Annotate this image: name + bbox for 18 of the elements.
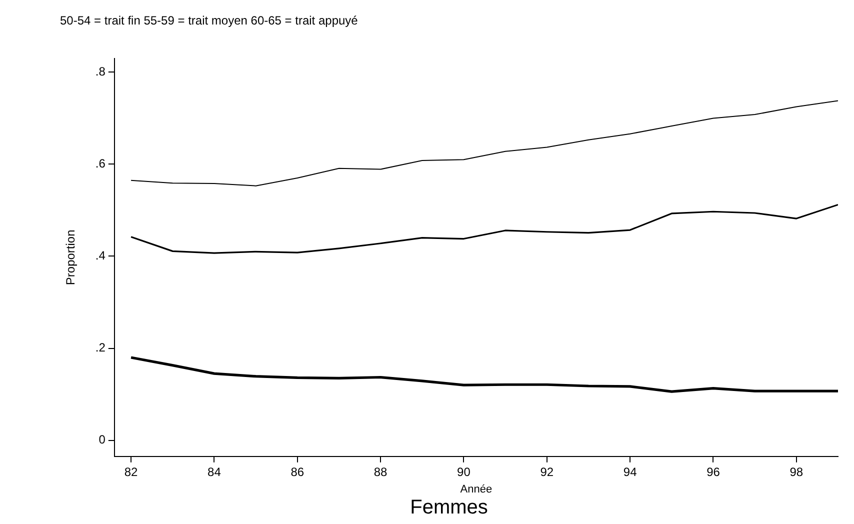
chart-subtitle: 50-54 = trait fin 55-59 = trait moyen 60-65 = trait appuyé bbox=[60, 14, 358, 28]
y-tick-label: .6 bbox=[95, 156, 106, 171]
x-tick-label: 98 bbox=[790, 464, 804, 479]
y-tick-label: 0 bbox=[98, 432, 106, 447]
y-tick-label: .8 bbox=[95, 64, 106, 79]
x-tick-label: 84 bbox=[208, 464, 222, 479]
y-tick-label: .2 bbox=[95, 340, 106, 355]
y-axis-title: Proportion bbox=[64, 230, 78, 286]
x-tick-label: 90 bbox=[457, 464, 471, 479]
x-axis-title: Année bbox=[460, 483, 492, 496]
x-tick-label: 94 bbox=[623, 464, 638, 479]
text: Femmes bbox=[410, 496, 488, 519]
x-tick-label: 88 bbox=[374, 464, 388, 479]
x-tick-label: 96 bbox=[706, 464, 720, 479]
x-tick-label: 92 bbox=[540, 464, 554, 479]
x-tick-label: 82 bbox=[124, 464, 138, 479]
y-tick-label: .4 bbox=[95, 248, 106, 263]
x-tick-label: 86 bbox=[290, 464, 304, 479]
